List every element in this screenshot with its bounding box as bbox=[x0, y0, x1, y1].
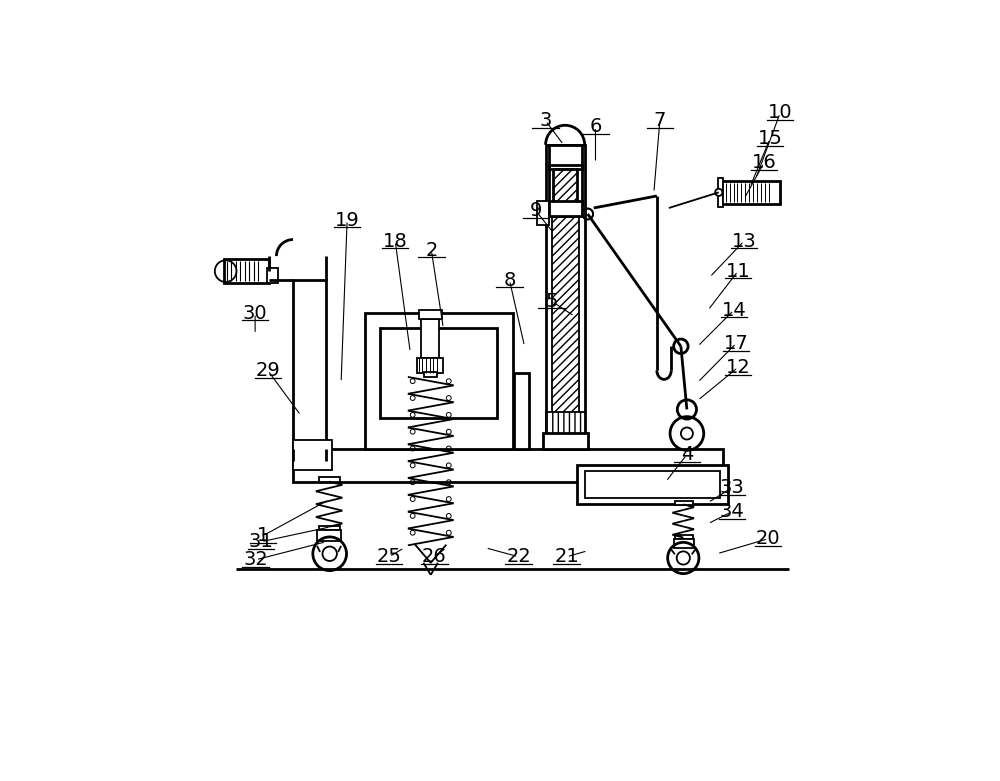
Text: 10: 10 bbox=[768, 103, 792, 123]
Bar bbox=[675, 535, 693, 539]
Bar bbox=[675, 501, 693, 505]
Text: 19: 19 bbox=[335, 211, 359, 230]
Bar bbox=[720, 181, 780, 204]
Text: 17: 17 bbox=[724, 333, 749, 353]
Text: 1: 1 bbox=[257, 526, 269, 545]
Bar bbox=[718, 178, 723, 207]
Bar bbox=[317, 530, 341, 541]
Bar bbox=[424, 373, 437, 377]
Bar bbox=[537, 201, 549, 225]
Text: 30: 30 bbox=[243, 304, 267, 323]
Bar bbox=[674, 539, 694, 547]
Bar bbox=[585, 472, 720, 498]
Text: 4: 4 bbox=[681, 445, 693, 464]
Bar bbox=[319, 526, 340, 530]
Text: 15: 15 bbox=[757, 130, 782, 148]
Bar bbox=[549, 165, 582, 204]
Text: 14: 14 bbox=[721, 301, 746, 319]
Text: 21: 21 bbox=[554, 547, 579, 566]
Text: 33: 33 bbox=[720, 478, 744, 497]
Text: 34: 34 bbox=[720, 502, 744, 521]
Text: 9: 9 bbox=[530, 201, 542, 220]
Text: 18: 18 bbox=[383, 231, 408, 251]
Bar bbox=[546, 144, 585, 448]
Bar bbox=[293, 280, 326, 448]
Bar bbox=[267, 268, 278, 284]
Text: 29: 29 bbox=[255, 361, 280, 380]
Bar bbox=[514, 373, 529, 448]
Text: 20: 20 bbox=[756, 530, 780, 548]
Bar bbox=[421, 319, 439, 358]
Bar bbox=[365, 313, 512, 448]
Bar bbox=[417, 358, 443, 373]
Bar bbox=[546, 412, 585, 433]
Circle shape bbox=[715, 189, 722, 196]
Text: 12: 12 bbox=[726, 358, 750, 377]
Text: 31: 31 bbox=[249, 532, 274, 551]
Bar bbox=[380, 328, 497, 419]
Bar bbox=[319, 477, 340, 482]
Text: 32: 32 bbox=[243, 551, 268, 569]
Text: 5: 5 bbox=[545, 291, 558, 311]
Text: 16: 16 bbox=[751, 153, 776, 173]
Bar bbox=[549, 201, 582, 216]
Bar bbox=[552, 217, 579, 415]
Bar bbox=[224, 259, 269, 284]
Text: 3: 3 bbox=[539, 111, 552, 130]
Bar bbox=[577, 465, 728, 505]
Text: 6: 6 bbox=[589, 117, 602, 137]
Text: 13: 13 bbox=[732, 231, 756, 251]
Text: 25: 25 bbox=[377, 547, 402, 566]
Bar bbox=[549, 144, 582, 169]
Bar bbox=[553, 169, 577, 202]
Text: 7: 7 bbox=[654, 111, 666, 130]
Text: 22: 22 bbox=[506, 547, 531, 566]
Bar bbox=[543, 433, 588, 448]
Text: 8: 8 bbox=[503, 271, 516, 290]
Bar bbox=[293, 448, 723, 482]
Text: 11: 11 bbox=[726, 262, 750, 280]
Text: 26: 26 bbox=[422, 547, 447, 566]
Bar bbox=[293, 440, 332, 469]
Bar bbox=[419, 310, 442, 319]
Text: 2: 2 bbox=[425, 241, 438, 259]
